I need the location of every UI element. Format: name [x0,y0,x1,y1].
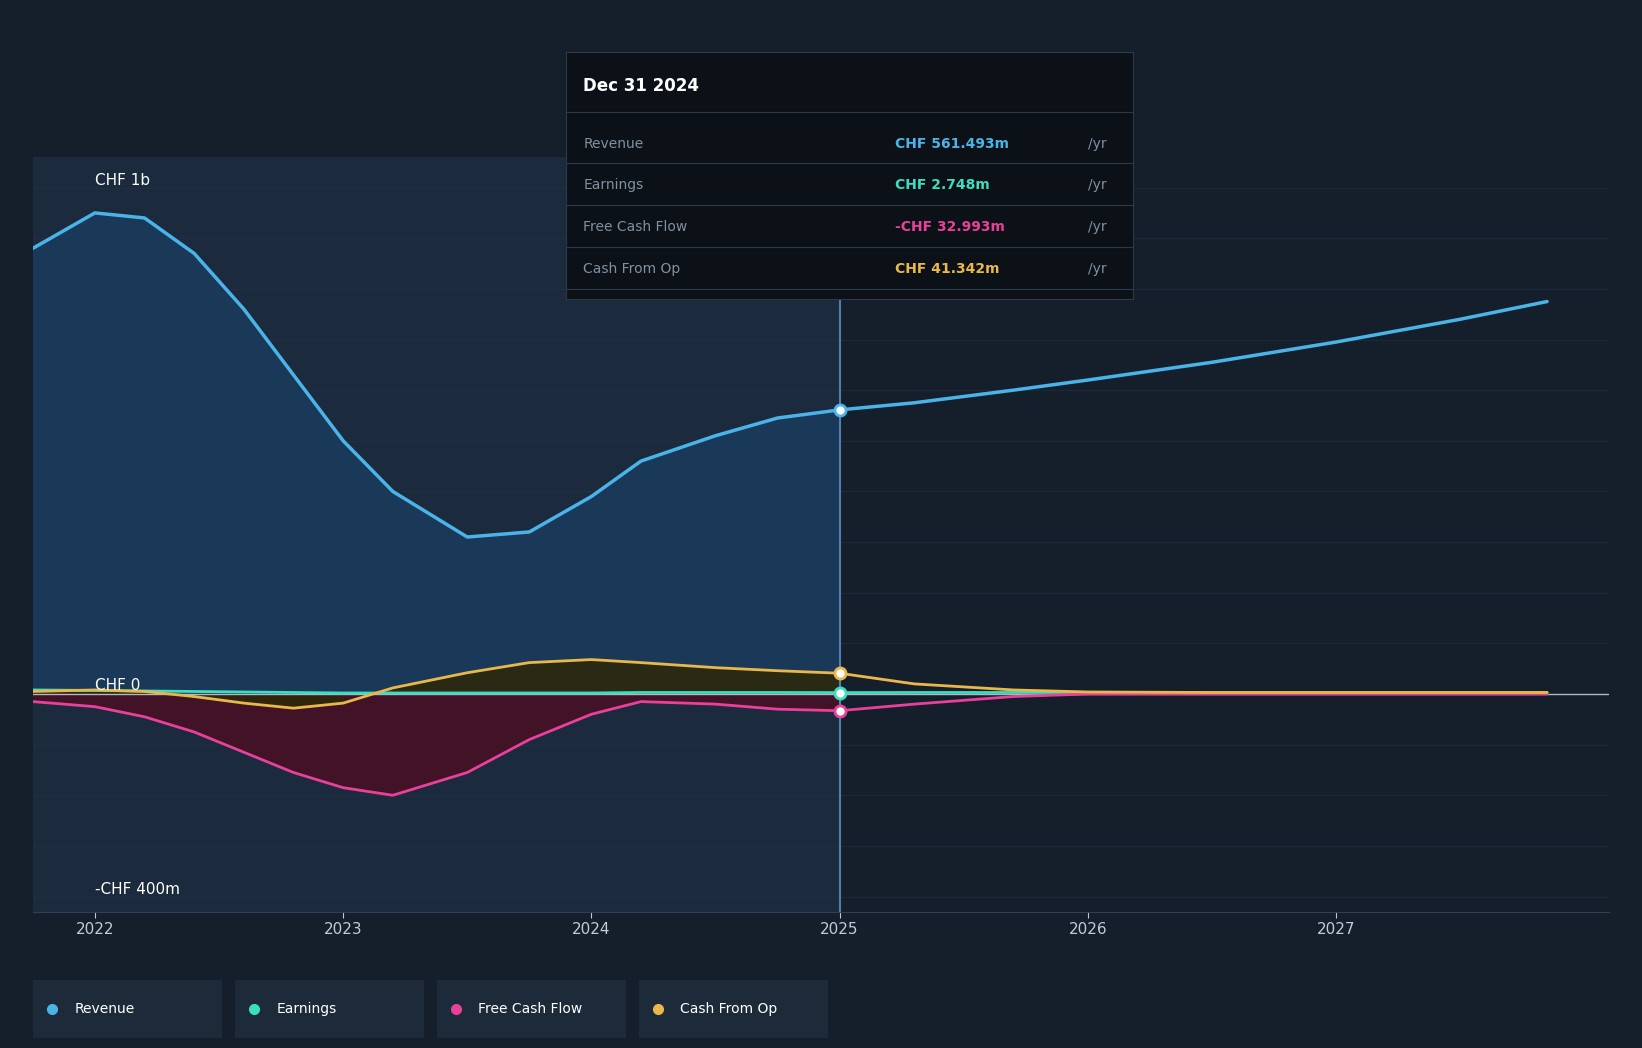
Text: CHF 2.748m: CHF 2.748m [895,178,990,193]
Bar [33,157,839,912]
Text: Revenue: Revenue [74,1002,135,1016]
Text: -CHF 32.993m: -CHF 32.993m [895,220,1005,235]
Text: CHF 561.493m: CHF 561.493m [895,136,1010,151]
Text: Analysts Forecasts: Analysts Forecasts [847,202,990,218]
Text: Cash From Op: Cash From Op [680,1002,778,1016]
Text: /yr: /yr [1087,136,1107,151]
Text: Earnings: Earnings [583,178,644,193]
Text: /yr: /yr [1087,220,1107,235]
Bar [839,157,1609,912]
Text: CHF 1b: CHF 1b [95,173,149,188]
Text: Past: Past [800,202,832,218]
Text: CHF 0: CHF 0 [95,678,140,693]
Text: Earnings: Earnings [276,1002,337,1016]
Text: -CHF 400m: -CHF 400m [95,881,181,897]
Text: Free Cash Flow: Free Cash Flow [478,1002,583,1016]
Text: CHF 41.342m: CHF 41.342m [895,262,1000,276]
Text: Cash From Op: Cash From Op [583,262,681,276]
Text: Dec 31 2024: Dec 31 2024 [583,78,699,95]
Text: /yr: /yr [1087,178,1107,193]
Text: Free Cash Flow: Free Cash Flow [583,220,688,235]
Text: /yr: /yr [1087,262,1107,276]
Text: Revenue: Revenue [583,136,644,151]
